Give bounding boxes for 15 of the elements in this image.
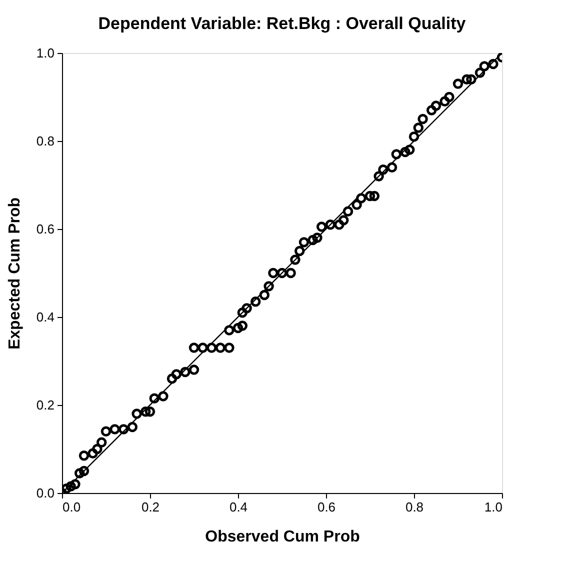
y-axis-title: Expected Cum Prob (6, 197, 24, 350)
x-tick-label: 0.4 (229, 500, 248, 514)
x-tick-label: 0.8 (405, 500, 424, 514)
x-tick-label: 0.2 (141, 500, 160, 514)
chart-title: Dependent Variable: Ret.Bkg : Overall Quality (98, 14, 466, 33)
y-tick-label: 0.6 (36, 222, 54, 236)
x-tick-label: 0.6 (317, 500, 336, 514)
x-tick-label: 1.0 (484, 500, 502, 514)
y-tick-label: 1.0 (36, 46, 54, 60)
y-tick-label: 0.2 (36, 398, 54, 412)
y-tick-label: 0.0 (36, 486, 54, 500)
x-tick-label: 0.0 (62, 500, 81, 514)
x-axis-title: Observed Cum Prob (205, 528, 360, 546)
y-tick-label: 0.8 (36, 134, 54, 148)
y-tick-label: 0.4 (36, 310, 54, 324)
